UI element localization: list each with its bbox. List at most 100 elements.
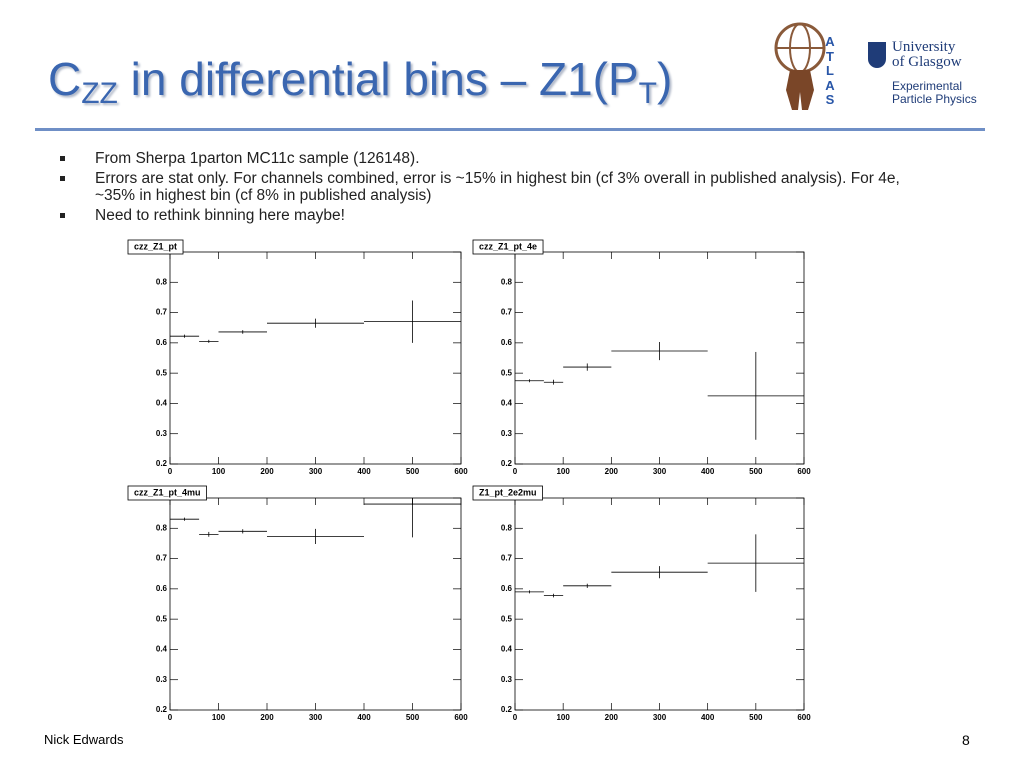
x-tick-label: 400 xyxy=(701,713,715,722)
y-tick-label: 0.3 xyxy=(501,675,513,684)
atlas-figure xyxy=(774,22,826,110)
y-tick-label: 0.3 xyxy=(156,675,168,684)
plot-frame xyxy=(169,251,462,465)
histogram-body xyxy=(170,300,461,343)
y-tick-label: 0.4 xyxy=(501,645,513,654)
title-sub: T xyxy=(638,77,657,110)
bullet: From Sherpa 1parton MC11c sample (126148… xyxy=(58,150,928,167)
x-tick-label: 300 xyxy=(653,713,667,722)
x-tick-label: 600 xyxy=(797,713,811,722)
university-name: University xyxy=(892,39,956,55)
x-tick-label: 100 xyxy=(212,467,226,476)
histogram-body xyxy=(515,534,804,598)
x-tick-label: 400 xyxy=(357,467,371,476)
x-tick-label: 200 xyxy=(605,713,619,722)
y-tick-label: 0.7 xyxy=(501,308,513,317)
y-tick-label: 0.5 xyxy=(156,614,168,623)
plot-title: czz_Z1_pt xyxy=(134,241,177,251)
title-part: in differential bins – Z1(P xyxy=(117,53,639,105)
y-tick-label: 0.7 xyxy=(156,554,168,563)
x-tick-label: 600 xyxy=(454,713,468,722)
title-sub: ZZ xyxy=(81,77,118,110)
x-tick-label: 100 xyxy=(556,467,570,476)
footer: Nick Edwards xyxy=(44,732,124,747)
y-tick-label: 0.3 xyxy=(501,429,513,438)
title-box xyxy=(472,239,544,255)
x-tick-label: 100 xyxy=(556,713,570,722)
title-part: C xyxy=(48,53,82,105)
university-name: of Glasgow xyxy=(892,54,962,70)
atlas-logo: A T L A S xyxy=(823,34,837,108)
group-name: Experimental xyxy=(892,79,963,93)
y-tick-label: 0.6 xyxy=(501,584,513,593)
x-tick-label: 500 xyxy=(749,467,763,476)
x-tick-label: 400 xyxy=(357,713,371,722)
x-tick-label: 0 xyxy=(168,713,173,722)
y-tick-label: 0.6 xyxy=(501,338,513,347)
x-tick-label: 400 xyxy=(701,467,715,476)
x-tick-label: 500 xyxy=(406,713,420,722)
y-tick-label: 0.7 xyxy=(501,554,513,563)
y-tick-label: 0.3 xyxy=(156,429,168,438)
histogram-plot: 0 100 200 300 400 500 600 0.2 0.3 0.4 0.5 0.6 0.7 0.8… xyxy=(472,485,811,722)
y-tick-label: 0.7 xyxy=(156,308,168,317)
page-number: 8 xyxy=(962,732,970,748)
slide-title: CZZ in differential bins – Z1(PT) xyxy=(48,52,672,111)
y-tick-label: 0.4 xyxy=(501,399,513,408)
x-tick-label: 100 xyxy=(212,713,226,722)
bullet-list: From Sherpa 1parton MC11c sample (126148… xyxy=(58,150,928,227)
y-tick-label: 0.8 xyxy=(501,277,513,286)
atlas-letter: A xyxy=(825,77,835,93)
histogram-body xyxy=(515,341,804,440)
y-tick-label: 0.2 xyxy=(156,705,168,714)
group-name: Particle Physics xyxy=(892,92,977,106)
y-tick-label: 0.8 xyxy=(156,277,168,286)
y-tick-label: 0.6 xyxy=(156,584,168,593)
atlas-letter: T xyxy=(826,48,834,64)
x-tick-label: 300 xyxy=(309,713,323,722)
plot-title: czz_Z1_pt_4e xyxy=(479,241,537,251)
title-box xyxy=(472,485,543,501)
title-rule xyxy=(35,128,985,131)
histogram-body xyxy=(170,498,461,545)
title-part: ) xyxy=(656,53,673,105)
x-tick-label: 200 xyxy=(260,713,274,722)
x-tick-label: 500 xyxy=(406,467,420,476)
x-tick-label: 200 xyxy=(605,467,619,476)
title-box xyxy=(127,485,207,501)
bullet: Need to rethink binning here maybe! xyxy=(58,207,928,224)
y-tick-label: 0.2 xyxy=(501,459,513,468)
x-tick-label: 0 xyxy=(168,467,173,476)
y-tick-label: 0.5 xyxy=(156,368,168,377)
y-tick-label: 0.2 xyxy=(156,459,168,468)
x-tick-label: 0 xyxy=(513,713,518,722)
x-tick-label: 500 xyxy=(749,713,763,722)
x-tick-label: 600 xyxy=(454,467,468,476)
plot-title: Z1_pt_2e2mu xyxy=(479,487,537,497)
histogram-plot: 0 100 200 300 400 500 600 0.2 0.3 0.4 0.5 0.6 0.7 0.8… xyxy=(127,485,468,722)
title-box xyxy=(127,239,184,255)
x-tick-label: 600 xyxy=(797,467,811,476)
atlas-letter: S xyxy=(825,92,835,107)
histogram-plot: 0 100 200 300 400 500 600 0.2 0.3 0.4 0.5 0.6 0.7 0.8… xyxy=(127,239,468,476)
y-tick-label: 0.5 xyxy=(501,368,513,377)
atlas-letter: L xyxy=(826,63,834,78)
y-tick-label: 0.8 xyxy=(156,523,168,532)
bullet: Errors are stat only. For channels combi… xyxy=(58,170,928,204)
y-tick-label: 0.4 xyxy=(156,645,168,654)
y-tick-label: 0.2 xyxy=(501,705,513,714)
x-tick-label: 0 xyxy=(513,467,518,476)
y-tick-label: 0.8 xyxy=(501,523,513,532)
plot-frame xyxy=(514,497,805,711)
plot-title: czz_Z1_pt_4mu xyxy=(134,487,201,497)
y-tick-label: 0.5 xyxy=(501,614,513,623)
x-tick-label: 300 xyxy=(653,467,667,476)
x-tick-label: 300 xyxy=(309,467,323,476)
x-tick-label: 200 xyxy=(260,467,274,476)
y-tick-label: 0.6 xyxy=(156,338,168,347)
y-tick-label: 0.4 xyxy=(156,399,168,408)
atlas-letter: A xyxy=(825,34,835,49)
crest xyxy=(868,42,886,68)
